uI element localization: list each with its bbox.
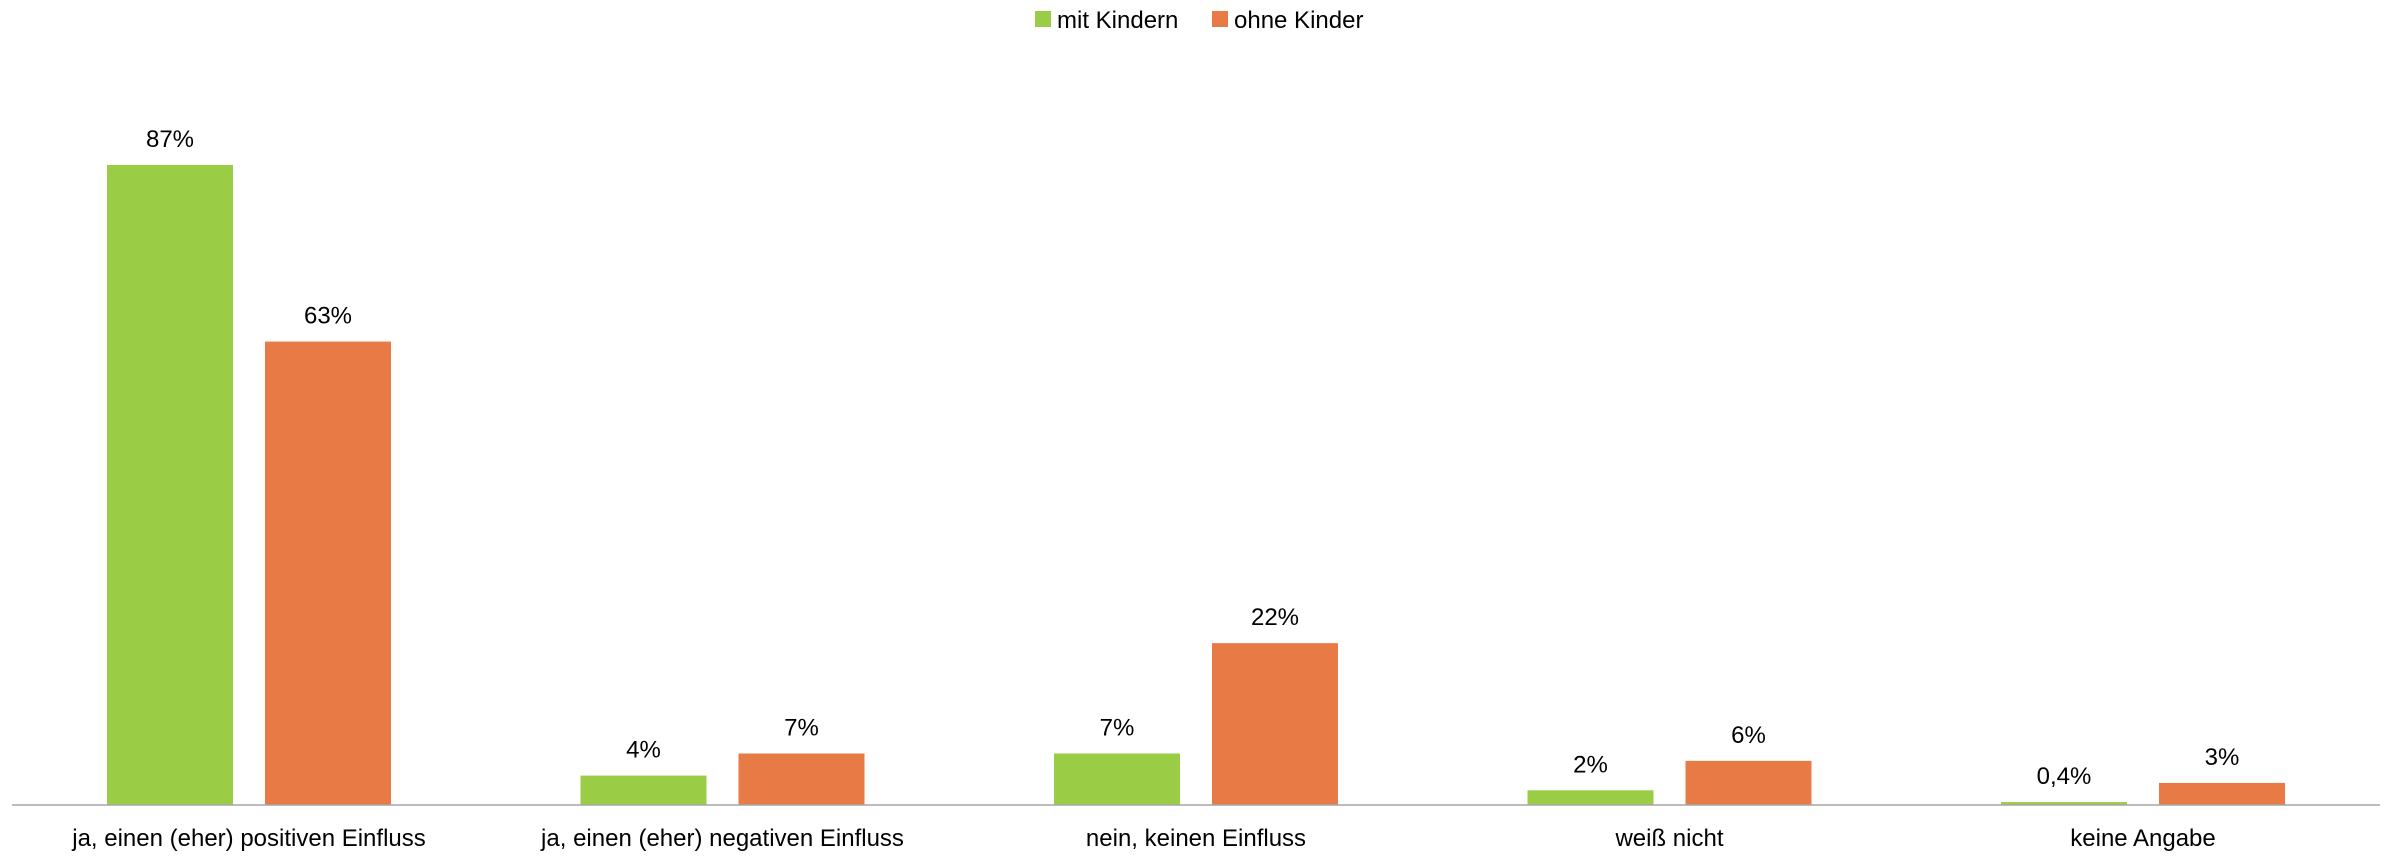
value-label-ohne-kinder-4: 3% xyxy=(2205,744,2240,771)
category-label-3: weiß nicht xyxy=(1614,825,1723,852)
value-label-ohne-kinder-2: 22% xyxy=(1251,604,1299,631)
bar-mit-kindern-4 xyxy=(2001,802,2127,805)
value-label-ohne-kinder-3: 6% xyxy=(1731,722,1766,749)
legend: mit Kindern ohne Kinder xyxy=(1035,7,1363,34)
value-label-mit-kindern-2: 7% xyxy=(1100,715,1135,742)
value-label-ohne-kinder-1: 7% xyxy=(784,715,819,742)
legend-label-mit-kindern: mit Kindern xyxy=(1057,7,1178,34)
category-label-1: ja, einen (eher) negativen Einfluss xyxy=(540,825,904,852)
bars-group xyxy=(107,165,2285,805)
legend-swatch-ohne-kinder xyxy=(1212,11,1228,27)
bar-mit-kindern-0 xyxy=(107,165,233,805)
bar-ohne-kinder-1 xyxy=(738,753,865,805)
value-label-mit-kindern-4: 0,4% xyxy=(2037,763,2092,790)
bar-ohne-kinder-2 xyxy=(1212,643,1338,805)
bar-mit-kindern-1 xyxy=(580,775,707,805)
value-label-mit-kindern-3: 2% xyxy=(1573,751,1608,778)
category-label-2: nein, keinen Einfluss xyxy=(1086,825,1306,852)
category-label-4: keine Angabe xyxy=(2070,825,2215,852)
category-label-0: ja, einen (eher) positiven Einfluss xyxy=(71,825,426,852)
category-labels-group: ja, einen (eher) positiven Einfluss ja, e… xyxy=(71,825,2216,852)
bar-ohne-kinder-3 xyxy=(1685,760,1812,805)
value-labels-group: 87% 63% 4% 7% 7% 22% 2% 6% 0,4% 3% xyxy=(146,126,2239,790)
value-label-mit-kindern-0: 87% xyxy=(146,126,194,153)
value-label-mit-kindern-1: 4% xyxy=(626,737,661,764)
bar-ohne-kinder-4 xyxy=(2159,782,2285,805)
value-label-ohne-kinder-0: 63% xyxy=(304,303,352,330)
legend-swatch-mit-kindern xyxy=(1035,11,1051,27)
bar-ohne-kinder-0 xyxy=(265,341,391,805)
bar-mit-kindern-3 xyxy=(1527,790,1654,805)
legend-label-ohne-kinder: ohne Kinder xyxy=(1234,7,1363,34)
bar-mit-kindern-2 xyxy=(1054,753,1180,805)
